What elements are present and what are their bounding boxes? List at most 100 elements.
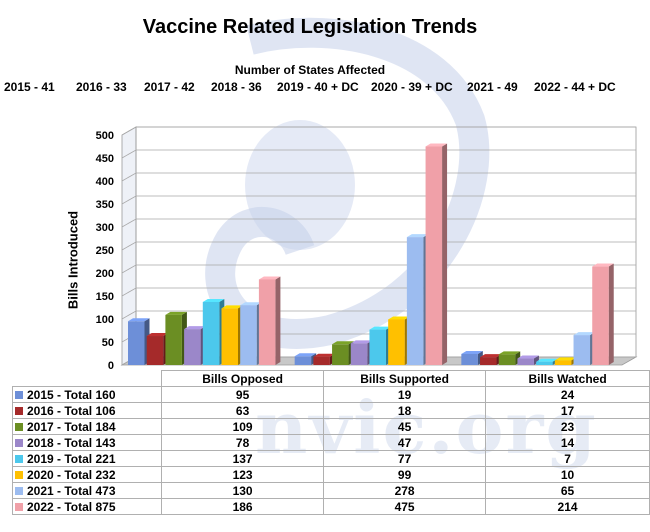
data-table-row: 2017 - Total 184 109 45 23	[11, 418, 650, 435]
states-affected-2016: 2016 - 33	[76, 80, 127, 94]
bar-top	[592, 263, 614, 267]
category-header-watched: Bills Watched	[485, 370, 650, 387]
series-name: 2018 - Total 143	[27, 435, 116, 450]
bar-2018-bills-watched	[517, 355, 539, 365]
bar-top	[425, 143, 448, 147]
bar-front	[332, 344, 349, 365]
bar-front	[258, 279, 276, 365]
gridline-450	[121, 149, 636, 159]
bar-front	[425, 146, 443, 365]
bar-2022-bills-watched	[592, 263, 614, 365]
states-affected-2015: 2015 - 41	[4, 80, 55, 94]
value-cell: 23	[485, 418, 650, 435]
bar-2017-bills-watched	[498, 351, 521, 365]
value-cell: 63	[161, 402, 325, 419]
bar-2019-bills-opposed	[202, 298, 225, 365]
bar-2015-bills-supported	[294, 353, 317, 365]
series-name: 2016 - Total 106	[27, 403, 116, 418]
bar-front	[388, 319, 405, 365]
data-table-row: 2019 - Total 221 137 77 7	[11, 450, 650, 467]
value-cell: 278	[323, 482, 487, 499]
series-name: 2022 - Total 875	[27, 499, 116, 514]
bar-top	[536, 358, 558, 362]
series-label: 2021 - Total 473	[11, 482, 163, 499]
series-color-swatch	[15, 471, 23, 480]
bar-front	[313, 356, 330, 365]
data-table-corner	[13, 371, 162, 387]
bar-front	[554, 360, 572, 365]
y-tick-label-250: 250	[96, 245, 114, 257]
series-color-swatch	[15, 391, 23, 400]
series-label: 2016 - Total 106	[11, 402, 163, 419]
value-cell: 137	[161, 450, 325, 467]
value-cell: 18	[323, 402, 487, 419]
bar-front	[350, 343, 368, 365]
bar-2022-bills-opposed	[258, 276, 281, 365]
states-affected-2022: 2022 - 44 + DC	[534, 80, 616, 94]
series-color-swatch	[15, 407, 23, 416]
bar-2019-bills-supported	[369, 326, 391, 365]
bar-top	[498, 351, 521, 355]
y-tick-label-50: 50	[102, 337, 114, 349]
value-cell: 10	[485, 466, 650, 483]
data-table-header-row: Bills Opposed Bills Supported Bills Watc…	[13, 370, 650, 387]
value-cell: 65	[485, 482, 650, 499]
bar-front	[221, 308, 238, 365]
bar-front	[202, 301, 220, 365]
value-cell: 78	[161, 434, 325, 451]
bar-front	[592, 266, 609, 365]
gridline-300	[121, 218, 636, 228]
gridline-150	[121, 287, 636, 297]
bar-front	[536, 361, 553, 365]
value-cell: 214	[485, 498, 650, 515]
states-affected-2020: 2020 - 39 + DC	[371, 80, 453, 94]
chart-title: Vaccine Related Legislation Trends	[142, 16, 478, 38]
bar-top	[388, 316, 410, 320]
data-table-row: 2015 - Total 160 95 19 24	[11, 386, 650, 403]
bar-front	[146, 336, 164, 365]
data-table-row: 2021 - Total 473 130 278 65	[11, 482, 650, 499]
y-tick-label-150: 150	[96, 291, 114, 303]
bar-top	[517, 355, 539, 359]
bar-side	[442, 143, 448, 365]
series-label: 2019 - Total 221	[11, 450, 163, 467]
bar-top	[406, 234, 429, 238]
bar-front	[517, 358, 534, 365]
bar-top	[332, 341, 354, 345]
series-label: 2018 - Total 143	[11, 434, 163, 451]
series-name: 2021 - Total 473	[27, 483, 116, 498]
data-table: Bills Opposed Bills Supported Bills Watc…	[11, 370, 650, 515]
gridline-500	[121, 126, 636, 136]
y-tick-label-0: 0	[108, 360, 114, 372]
gridline-400	[121, 172, 636, 182]
states-affected-row: 2015 - 41 2016 - 33 2017 - 42 2018 - 36 …	[0, 80, 650, 96]
bar-top	[554, 357, 577, 361]
value-cell: 95	[161, 386, 325, 403]
bar-top	[313, 353, 335, 357]
category-header-opposed: Bills Opposed	[161, 370, 325, 387]
bar-front	[369, 329, 386, 365]
y-tick-label-500: 500	[96, 130, 114, 142]
bar-2018-bills-supported	[350, 340, 373, 365]
states-affected-2018: 2018 - 36	[211, 80, 262, 94]
bar-2020-bills-opposed	[221, 305, 243, 365]
series-color-swatch	[15, 439, 23, 448]
bar-top	[369, 326, 391, 330]
value-cell: 475	[323, 498, 487, 515]
y-tick-label-350: 350	[96, 199, 114, 211]
bar-2020-bills-supported	[388, 316, 410, 365]
bar-front	[406, 237, 424, 365]
bar-2016-bills-watched	[480, 354, 502, 365]
bar-top	[202, 298, 225, 302]
series-name: 2015 - Total 160	[27, 387, 116, 402]
bar-front	[498, 354, 516, 365]
bar-front	[294, 356, 312, 365]
bar-2021-bills-opposed	[240, 302, 262, 365]
bar-2022-bills-supported	[425, 143, 448, 365]
bar-2015-bills-opposed	[128, 318, 150, 365]
bar-top	[184, 326, 206, 330]
data-table-row: 2020 - Total 232 123 99 10	[11, 466, 650, 483]
series-label: 2022 - Total 875	[11, 498, 163, 515]
series-color-swatch	[15, 487, 23, 496]
